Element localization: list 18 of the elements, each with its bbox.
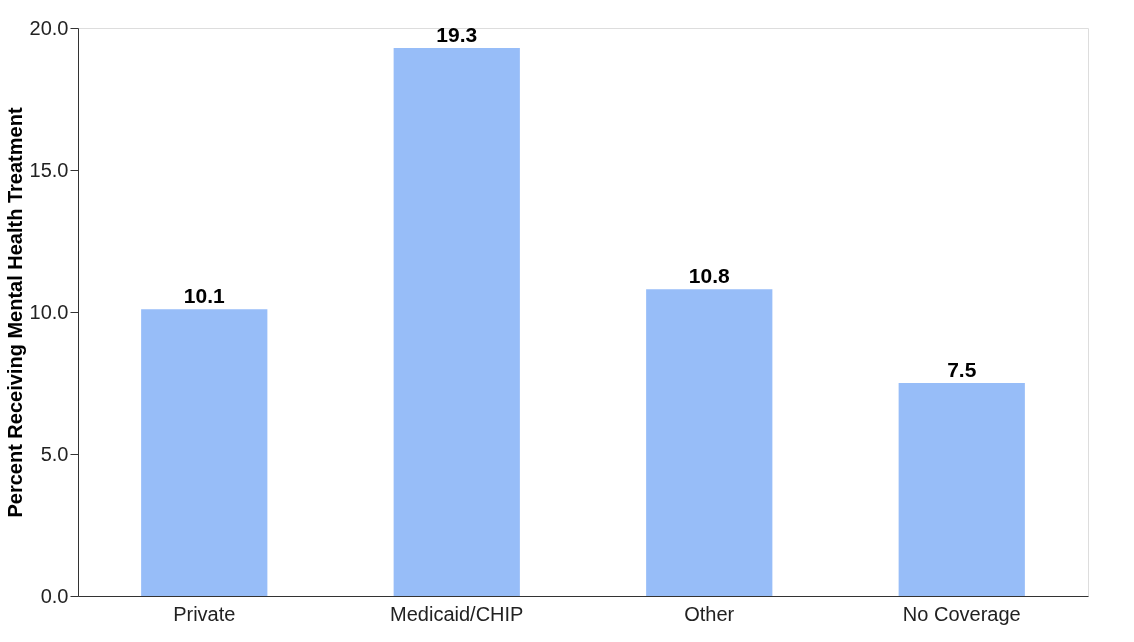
y-tick-label: 0.0 bbox=[40, 584, 69, 607]
y-tick-label: 15.0 bbox=[29, 158, 69, 181]
y-tick-label: 5.0 bbox=[40, 442, 69, 465]
x-tick-label: Other bbox=[684, 602, 735, 625]
data-label: 7.5 bbox=[947, 358, 977, 381]
bar bbox=[141, 309, 268, 596]
data-label: 19.3 bbox=[436, 22, 478, 46]
x-tick-label: Medicaid/CHIP bbox=[390, 602, 524, 625]
x-tick-label: Private bbox=[173, 602, 236, 625]
y-tick-label: 20.0 bbox=[29, 16, 69, 39]
bar bbox=[646, 289, 773, 596]
bar bbox=[898, 383, 1025, 596]
y-axis-title: Percent Receiving Mental Health Treatment bbox=[3, 107, 26, 518]
x-tick-label: No Coverage bbox=[902, 602, 1021, 625]
data-label: 10.8 bbox=[688, 264, 731, 288]
y-tick-label: 10.0 bbox=[29, 300, 69, 323]
data-label: 10.1 bbox=[183, 284, 226, 308]
bar bbox=[393, 47, 520, 596]
